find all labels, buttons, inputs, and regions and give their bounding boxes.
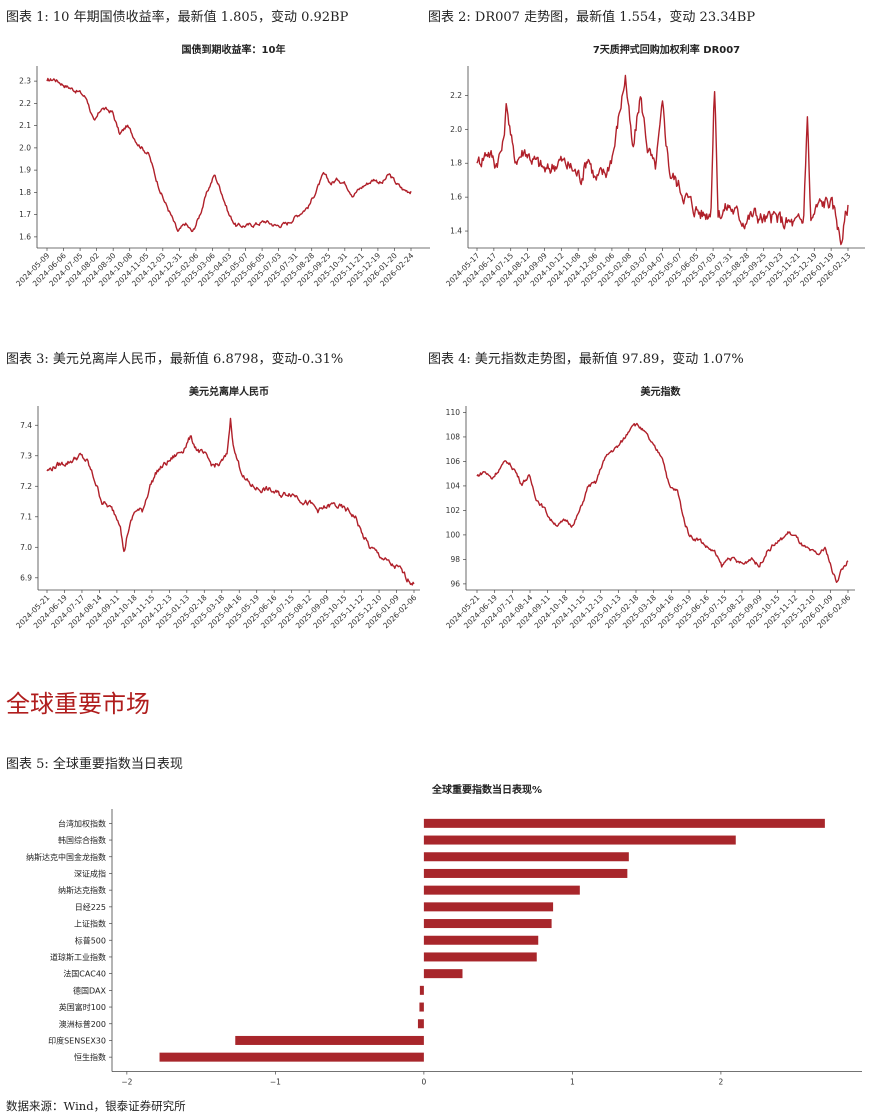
bar xyxy=(423,885,580,895)
bar xyxy=(419,1002,424,1012)
y-tick-label: 1.8 xyxy=(19,188,31,197)
y-tick-label: 96 xyxy=(450,579,460,588)
chart-title: 国债到期收益率：10年 xyxy=(182,43,286,56)
x-tick-label: 0 xyxy=(421,1078,426,1087)
bar xyxy=(423,952,537,962)
category-label: 台湾加权指数 xyxy=(58,818,106,828)
bar xyxy=(423,868,628,878)
y-tick-label: 104 xyxy=(446,481,461,490)
category-label: 纳斯达克指数 xyxy=(58,885,106,895)
chart-title: 7天质押式回购加权利率 DR007 xyxy=(593,43,740,56)
y-tick-label: 7.3 xyxy=(20,451,32,460)
figure-1-caption: 图表 1: 10 年期国债收益率，最新值 1.805，变动 0.92BP xyxy=(6,10,349,25)
x-tick-label: 1 xyxy=(570,1078,575,1087)
category-label: 法国CAC40 xyxy=(63,969,106,979)
series-line xyxy=(476,422,849,583)
category-label: 日经225 xyxy=(75,902,106,912)
bar xyxy=(423,818,825,828)
bar xyxy=(423,919,552,929)
figure-5-caption: 图表 5: 全球重要指数当日表现 xyxy=(6,757,183,772)
bar xyxy=(235,1035,424,1045)
y-tick-label: 1.6 xyxy=(19,232,31,241)
y-tick-label: 2.1 xyxy=(19,121,31,130)
series-line xyxy=(46,417,415,586)
category-label: 深证成指 xyxy=(74,868,106,878)
y-tick-label: 106 xyxy=(446,457,461,466)
y-tick-label: 110 xyxy=(446,408,461,417)
category-label: 韩国综合指数 xyxy=(58,835,106,845)
category-label: 上证指数 xyxy=(74,919,106,929)
y-tick-label: 100 xyxy=(446,530,461,539)
y-tick-label: 98 xyxy=(450,555,460,564)
y-tick-label: 2.0 xyxy=(450,125,462,134)
y-tick-label: 2.2 xyxy=(450,91,462,100)
y-tick-label: 1.7 xyxy=(19,210,31,219)
y-tick-label: 7.1 xyxy=(20,512,32,521)
bar xyxy=(423,902,554,912)
y-tick-label: 6.9 xyxy=(20,573,32,582)
category-label: 印度SENSEX30 xyxy=(48,1035,106,1045)
chart-title: 美元兑离岸人民币 xyxy=(189,385,269,398)
figure-3-caption: 图表 3: 美元兑离岸人民币，最新值 6.8798，变动-0.31% xyxy=(6,352,344,367)
bar xyxy=(423,969,463,979)
bar xyxy=(159,1052,424,1062)
chart-dr007: 7天质押式回购加权利率 DR007 2.2 2.0 1.8 1.6 1.4 2024-05-… xyxy=(430,38,870,300)
category-label: 德国DAX xyxy=(73,985,106,995)
category-label: 恒生指数 xyxy=(74,1052,106,1062)
series-line xyxy=(46,77,412,233)
y-tick-label: 102 xyxy=(446,506,461,515)
category-label: 英国富时100 xyxy=(59,1002,106,1012)
y-tick-label: 7.2 xyxy=(20,482,32,491)
bar xyxy=(423,835,736,845)
bar xyxy=(417,1019,424,1029)
chart-dollar-index: 美元指数 110 108 106 104 102 100 98 96 2024-05-21 2024… xyxy=(430,380,870,640)
chart-title: 美元指数 xyxy=(641,385,682,398)
bar xyxy=(423,852,629,862)
y-tick-label: 1.8 xyxy=(450,159,462,168)
figure-2-caption: 图表 2: DR007 走势图，最新值 1.554，变动 23.34BP xyxy=(428,10,756,25)
bar xyxy=(419,985,424,995)
chart-10y-treasury-yield: 国债到期收益率：10年 2.3 2.2 2.1 2.0 1.9 1.8 1.7 1.6 2024-… xyxy=(0,38,430,300)
y-tick-label: 1.4 xyxy=(450,227,462,236)
y-tick-label: 7.4 xyxy=(20,421,32,430)
y-tick-label: 108 xyxy=(446,432,461,441)
y-tick-label: 1.6 xyxy=(450,193,462,202)
y-tick-label: 2.3 xyxy=(19,77,31,86)
x-tick-label: −2 xyxy=(121,1078,132,1087)
y-tick-label: 2.0 xyxy=(19,143,31,152)
category-label: 标普500 xyxy=(75,935,106,945)
chart-global-indices: 全球重要指数当日表现% −2 −1 0 1 2 台湾加权指数 韩国综合指数纳斯达克中国金龙指数… xyxy=(0,775,875,1095)
bar xyxy=(423,935,539,945)
section-title-global-markets: 全球重要市场 xyxy=(6,690,150,718)
data-source-note: 数据来源：Wind，银泰证券研究所 xyxy=(6,1099,186,1113)
y-tick-label: 2.2 xyxy=(19,99,31,108)
y-tick-label: 7.0 xyxy=(20,543,32,552)
chart-title: 全球重要指数当日表现% xyxy=(431,783,542,796)
chart-usd-cnh: 美元兑离岸人民币 7.4 7.3 7.2 7.1 7.0 6.9 2024-05-21 2024… xyxy=(0,380,430,640)
category-label: 纳斯达克中国金龙指数 xyxy=(26,852,106,862)
y-tick-label: 1.9 xyxy=(19,166,31,175)
series-line xyxy=(476,74,849,246)
x-tick-label: −1 xyxy=(270,1078,281,1087)
x-tick-label: 2 xyxy=(719,1078,724,1087)
category-label: 澳洲标普200 xyxy=(59,1019,106,1029)
figure-4-caption: 图表 4: 美元指数走势图，最新值 97.89，变动 1.07% xyxy=(428,352,744,367)
category-label: 道琼斯工业指数 xyxy=(50,952,106,962)
